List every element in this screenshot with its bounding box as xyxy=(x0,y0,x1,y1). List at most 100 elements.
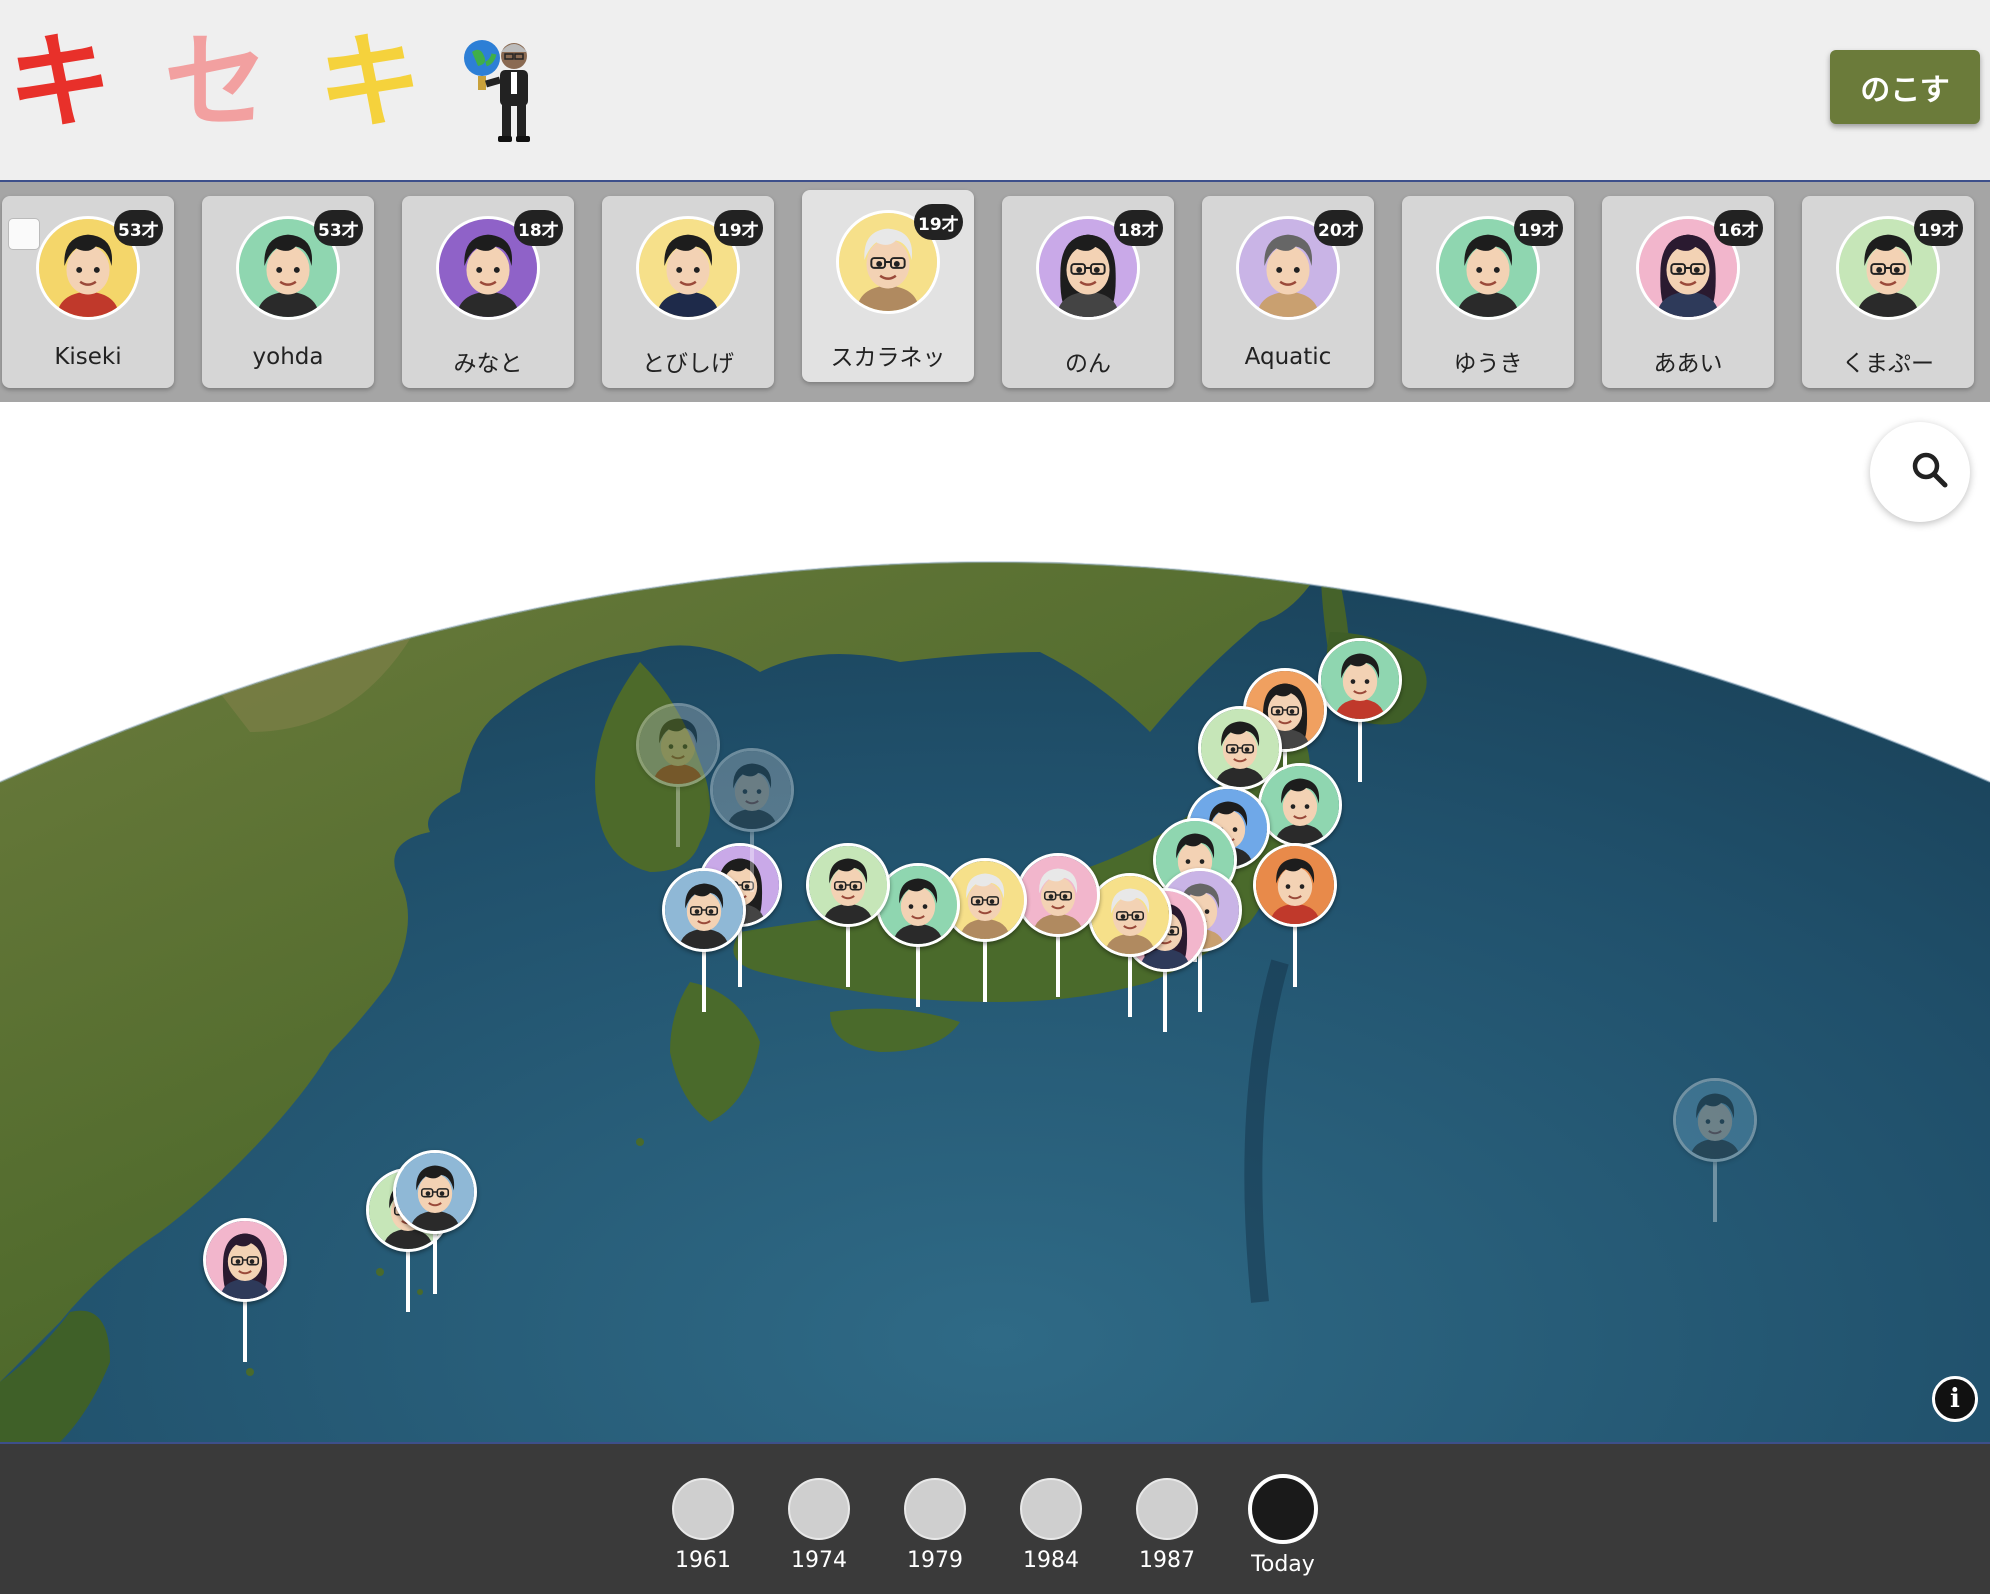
pin-avatar xyxy=(806,843,890,927)
profile-card[interactable]: 19才 くまぷー xyxy=(1802,196,1974,388)
search-button[interactable] xyxy=(1870,422,1970,522)
timeline-item[interactable]: Today xyxy=(1233,1474,1333,1577)
timeline-dot[interactable] xyxy=(788,1478,850,1540)
map-pin[interactable] xyxy=(710,748,794,898)
pin-stem xyxy=(243,1298,247,1362)
avatar xyxy=(1636,216,1740,320)
pin-stem xyxy=(1293,923,1297,987)
map-pin[interactable] xyxy=(806,843,890,993)
pin-avatar xyxy=(1253,843,1337,927)
timeline-dot[interactable] xyxy=(1136,1478,1198,1540)
pin-stem xyxy=(1056,933,1060,997)
pin-avatar xyxy=(636,703,720,787)
pin-stem xyxy=(983,938,987,1002)
map-pin[interactable] xyxy=(636,703,720,853)
age-badge: 53才 xyxy=(314,210,363,246)
pin-stem xyxy=(1713,1158,1717,1222)
timeline-dot[interactable] xyxy=(672,1478,734,1540)
profile-card[interactable]: 18才のん xyxy=(1002,196,1174,388)
age-badge: 20才 xyxy=(1314,210,1363,246)
avatar xyxy=(1036,216,1140,320)
pin-stem xyxy=(738,923,742,987)
age-badge: 19才 xyxy=(914,204,963,240)
pin-stem xyxy=(676,783,680,847)
timeline-dot[interactable] xyxy=(1020,1478,1082,1540)
pin-avatar xyxy=(1673,1078,1757,1162)
pin-stem xyxy=(750,828,754,892)
timeline-item[interactable]: 1961 xyxy=(653,1478,753,1573)
profile-strip: 53才 Kiseki 53才 yohda 18才 みなと 19才 とびしげ 19才 スカラネッ 18… xyxy=(0,182,1990,402)
pin-avatar xyxy=(698,843,782,927)
timeline-label: 1961 xyxy=(675,1548,731,1573)
map-pin[interactable] xyxy=(1253,843,1337,993)
timeline-label: 1974 xyxy=(791,1548,847,1573)
map-pin[interactable] xyxy=(698,843,782,993)
map-pin[interactable] xyxy=(203,1218,287,1368)
timeline-item[interactable]: 1987 xyxy=(1117,1478,1217,1573)
select-checkbox[interactable] xyxy=(8,218,40,250)
timeline-dot[interactable] xyxy=(904,1478,966,1540)
map-pin[interactable] xyxy=(1088,873,1172,1023)
map-pin[interactable] xyxy=(393,1150,477,1300)
pin-avatar xyxy=(943,858,1027,942)
timeline-dot[interactable] xyxy=(1248,1474,1318,1544)
pin-stem xyxy=(433,1230,437,1294)
age-badge: 19才 xyxy=(1914,210,1963,246)
pin-avatar xyxy=(710,748,794,832)
profile-card[interactable]: 19才 スカラネッ xyxy=(802,190,974,382)
age-badge: 53才 xyxy=(114,210,163,246)
pin-avatar xyxy=(1088,873,1172,957)
profile-name: Aquatic xyxy=(1244,344,1332,370)
pin-stem xyxy=(1163,968,1167,1032)
profile-card[interactable]: 53才 yohda xyxy=(202,196,374,388)
profile-name: とびしげ xyxy=(642,351,734,377)
timeline-bar: 1961 1974 1979 1984 1987 Today xyxy=(0,1442,1990,1594)
profile-card[interactable]: 19才 とびしげ xyxy=(602,196,774,388)
pin-avatar xyxy=(662,868,746,952)
pin-stem xyxy=(406,1248,410,1312)
search-icon xyxy=(1912,452,1948,488)
map-pin[interactable] xyxy=(662,868,746,1018)
pin-stem xyxy=(916,943,920,1007)
avatar xyxy=(636,216,740,320)
pin-avatar xyxy=(203,1218,287,1302)
profile-name: ゆうき xyxy=(1453,351,1523,377)
logo-char-3: キ xyxy=(318,21,423,143)
globe-svg xyxy=(0,561,1990,1442)
pin-avatar xyxy=(1258,763,1342,847)
pin-stem xyxy=(1358,718,1362,782)
app-logo-2: セ xyxy=(164,30,268,134)
app-header: キ セ キ のこす xyxy=(0,0,1990,182)
globe-map[interactable] xyxy=(0,402,1990,1442)
leave-button[interactable]: のこす xyxy=(1830,50,1980,124)
map-pin[interactable] xyxy=(1198,706,1282,856)
timeline-item[interactable]: 1984 xyxy=(1001,1478,1101,1573)
map-pin[interactable] xyxy=(1318,638,1402,788)
pin-avatar xyxy=(393,1150,477,1234)
profile-card[interactable]: 19才 ゆうき xyxy=(1402,196,1574,388)
profile-card[interactable]: 53才 Kiseki xyxy=(2,196,174,388)
map-pin[interactable] xyxy=(943,858,1027,1008)
timeline-label: 1984 xyxy=(1023,1548,1079,1573)
pin-avatar xyxy=(876,863,960,947)
profile-name: みなと xyxy=(453,351,523,377)
age-badge: 18才 xyxy=(1114,210,1163,246)
timeline-item[interactable]: 1974 xyxy=(769,1478,869,1573)
timeline-label: Today xyxy=(1251,1552,1315,1577)
profile-name: のん xyxy=(1065,351,1111,377)
map-pin[interactable] xyxy=(1673,1078,1757,1228)
pin-stem xyxy=(702,948,706,1012)
profile-card[interactable]: 16才 ああい xyxy=(1602,196,1774,388)
map-pin[interactable] xyxy=(1016,853,1100,1003)
info-icon[interactable]: i xyxy=(1932,1376,1978,1422)
profile-card[interactable]: 18才みなと xyxy=(402,196,574,388)
avatar xyxy=(1436,216,1540,320)
pin-avatar xyxy=(1198,706,1282,790)
age-badge: 18才 xyxy=(514,210,563,246)
profile-name: Kiseki xyxy=(54,344,122,370)
profile-card[interactable]: 20才 Aquatic xyxy=(1202,196,1374,388)
pin-stem xyxy=(1198,948,1202,1012)
timeline-item[interactable]: 1979 xyxy=(885,1478,985,1573)
map-pin[interactable] xyxy=(876,863,960,1013)
app-logo-3: キ xyxy=(318,21,423,143)
